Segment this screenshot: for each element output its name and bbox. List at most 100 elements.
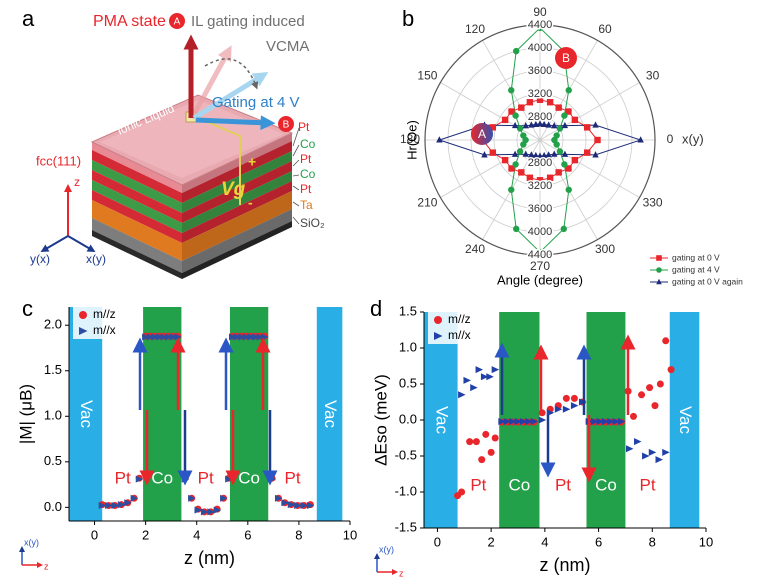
region-label: Pt bbox=[198, 468, 214, 487]
point bbox=[512, 161, 519, 168]
layer-shade bbox=[182, 151, 292, 213]
annotation: x(y) bbox=[682, 131, 704, 146]
point bbox=[596, 417, 604, 425]
leader-line bbox=[292, 185, 300, 191]
point bbox=[501, 156, 509, 164]
point bbox=[562, 394, 570, 402]
angle-tick-label: 0 bbox=[667, 132, 674, 146]
vcma-label: VCMA bbox=[266, 38, 309, 55]
layer-stack bbox=[92, 133, 292, 279]
tilted-moment-blue bbox=[192, 72, 269, 121]
point bbox=[516, 125, 524, 132]
x-tick-label: 6 bbox=[244, 527, 251, 542]
point bbox=[565, 165, 572, 172]
point bbox=[117, 501, 126, 509]
point bbox=[478, 456, 486, 464]
point bbox=[667, 366, 675, 374]
region-label: Pt bbox=[555, 475, 571, 494]
axis-xy bbox=[67, 235, 96, 253]
x-tick-label: 8 bbox=[295, 527, 302, 542]
corner-axis-label: x(y) bbox=[24, 537, 39, 547]
point bbox=[607, 417, 615, 425]
point bbox=[151, 333, 159, 341]
point bbox=[458, 391, 466, 399]
angle-grid-line bbox=[539, 139, 640, 198]
point bbox=[300, 502, 309, 510]
marker-b bbox=[278, 116, 294, 132]
point bbox=[655, 456, 663, 464]
point bbox=[213, 506, 222, 514]
point bbox=[629, 412, 637, 420]
point bbox=[656, 255, 662, 261]
region-label: Pt bbox=[640, 475, 656, 494]
panel-letter: b bbox=[402, 6, 414, 31]
point bbox=[491, 434, 499, 442]
point bbox=[486, 373, 494, 381]
layer-label: Co bbox=[300, 137, 316, 151]
x-tick-label: 0 bbox=[434, 534, 441, 549]
point bbox=[536, 177, 544, 184]
point bbox=[165, 333, 173, 341]
point bbox=[207, 508, 215, 516]
minus-label: - bbox=[248, 195, 253, 211]
layer-front bbox=[92, 218, 182, 273]
point bbox=[532, 120, 540, 128]
region-label: Pt bbox=[284, 468, 300, 487]
point bbox=[146, 333, 155, 341]
point bbox=[536, 248, 544, 256]
point bbox=[200, 508, 209, 516]
y-tick-label: -1.0 bbox=[395, 483, 417, 498]
point bbox=[501, 116, 509, 124]
region bbox=[69, 307, 103, 521]
layer-shade bbox=[182, 133, 292, 193]
point bbox=[561, 112, 568, 119]
point bbox=[238, 333, 246, 341]
angle-tick-label: 150 bbox=[417, 69, 437, 83]
point bbox=[646, 384, 654, 392]
x-tick-label: 4 bbox=[193, 527, 200, 542]
point bbox=[508, 165, 515, 172]
point bbox=[475, 366, 484, 374]
region-label: Vac bbox=[432, 406, 451, 435]
point bbox=[79, 327, 88, 335]
point bbox=[466, 438, 474, 446]
point bbox=[545, 151, 552, 158]
point bbox=[536, 24, 544, 32]
annotation: B bbox=[562, 51, 570, 65]
point bbox=[525, 417, 533, 425]
layer-side bbox=[182, 181, 292, 243]
angle-tick-label: 60 bbox=[598, 22, 612, 36]
axis-xy-label: x(y) bbox=[86, 252, 106, 266]
point bbox=[662, 448, 670, 456]
point bbox=[612, 417, 621, 425]
y-axis-label: Hr(Oe) bbox=[404, 120, 419, 160]
legend-label: gating at 0 V again bbox=[672, 276, 743, 286]
point bbox=[546, 174, 554, 181]
region-label: Co bbox=[151, 468, 173, 487]
point bbox=[512, 47, 520, 55]
region bbox=[316, 307, 343, 521]
layer-shade bbox=[182, 221, 292, 279]
point bbox=[555, 104, 562, 111]
layer-front bbox=[92, 180, 182, 233]
angle-tick-label: 120 bbox=[465, 22, 485, 36]
annotation-badge bbox=[471, 123, 493, 145]
radial-grid-line bbox=[447, 47, 633, 233]
point bbox=[79, 311, 87, 319]
point bbox=[160, 333, 169, 341]
corner-axis-label: x(y) bbox=[379, 544, 394, 554]
point bbox=[124, 499, 132, 507]
point bbox=[508, 186, 515, 193]
y-tick-label: 2.0 bbox=[44, 317, 62, 332]
point bbox=[551, 150, 558, 157]
point bbox=[519, 417, 528, 425]
marker-a-label: A bbox=[174, 17, 181, 28]
point bbox=[536, 96, 544, 103]
x-tick-label: 6 bbox=[595, 534, 602, 549]
point bbox=[546, 99, 554, 106]
point bbox=[489, 124, 496, 131]
point bbox=[526, 174, 534, 181]
pma-label: PMA state bbox=[93, 13, 166, 30]
y-tick-label: 1.5 bbox=[44, 362, 62, 377]
point bbox=[656, 267, 662, 273]
